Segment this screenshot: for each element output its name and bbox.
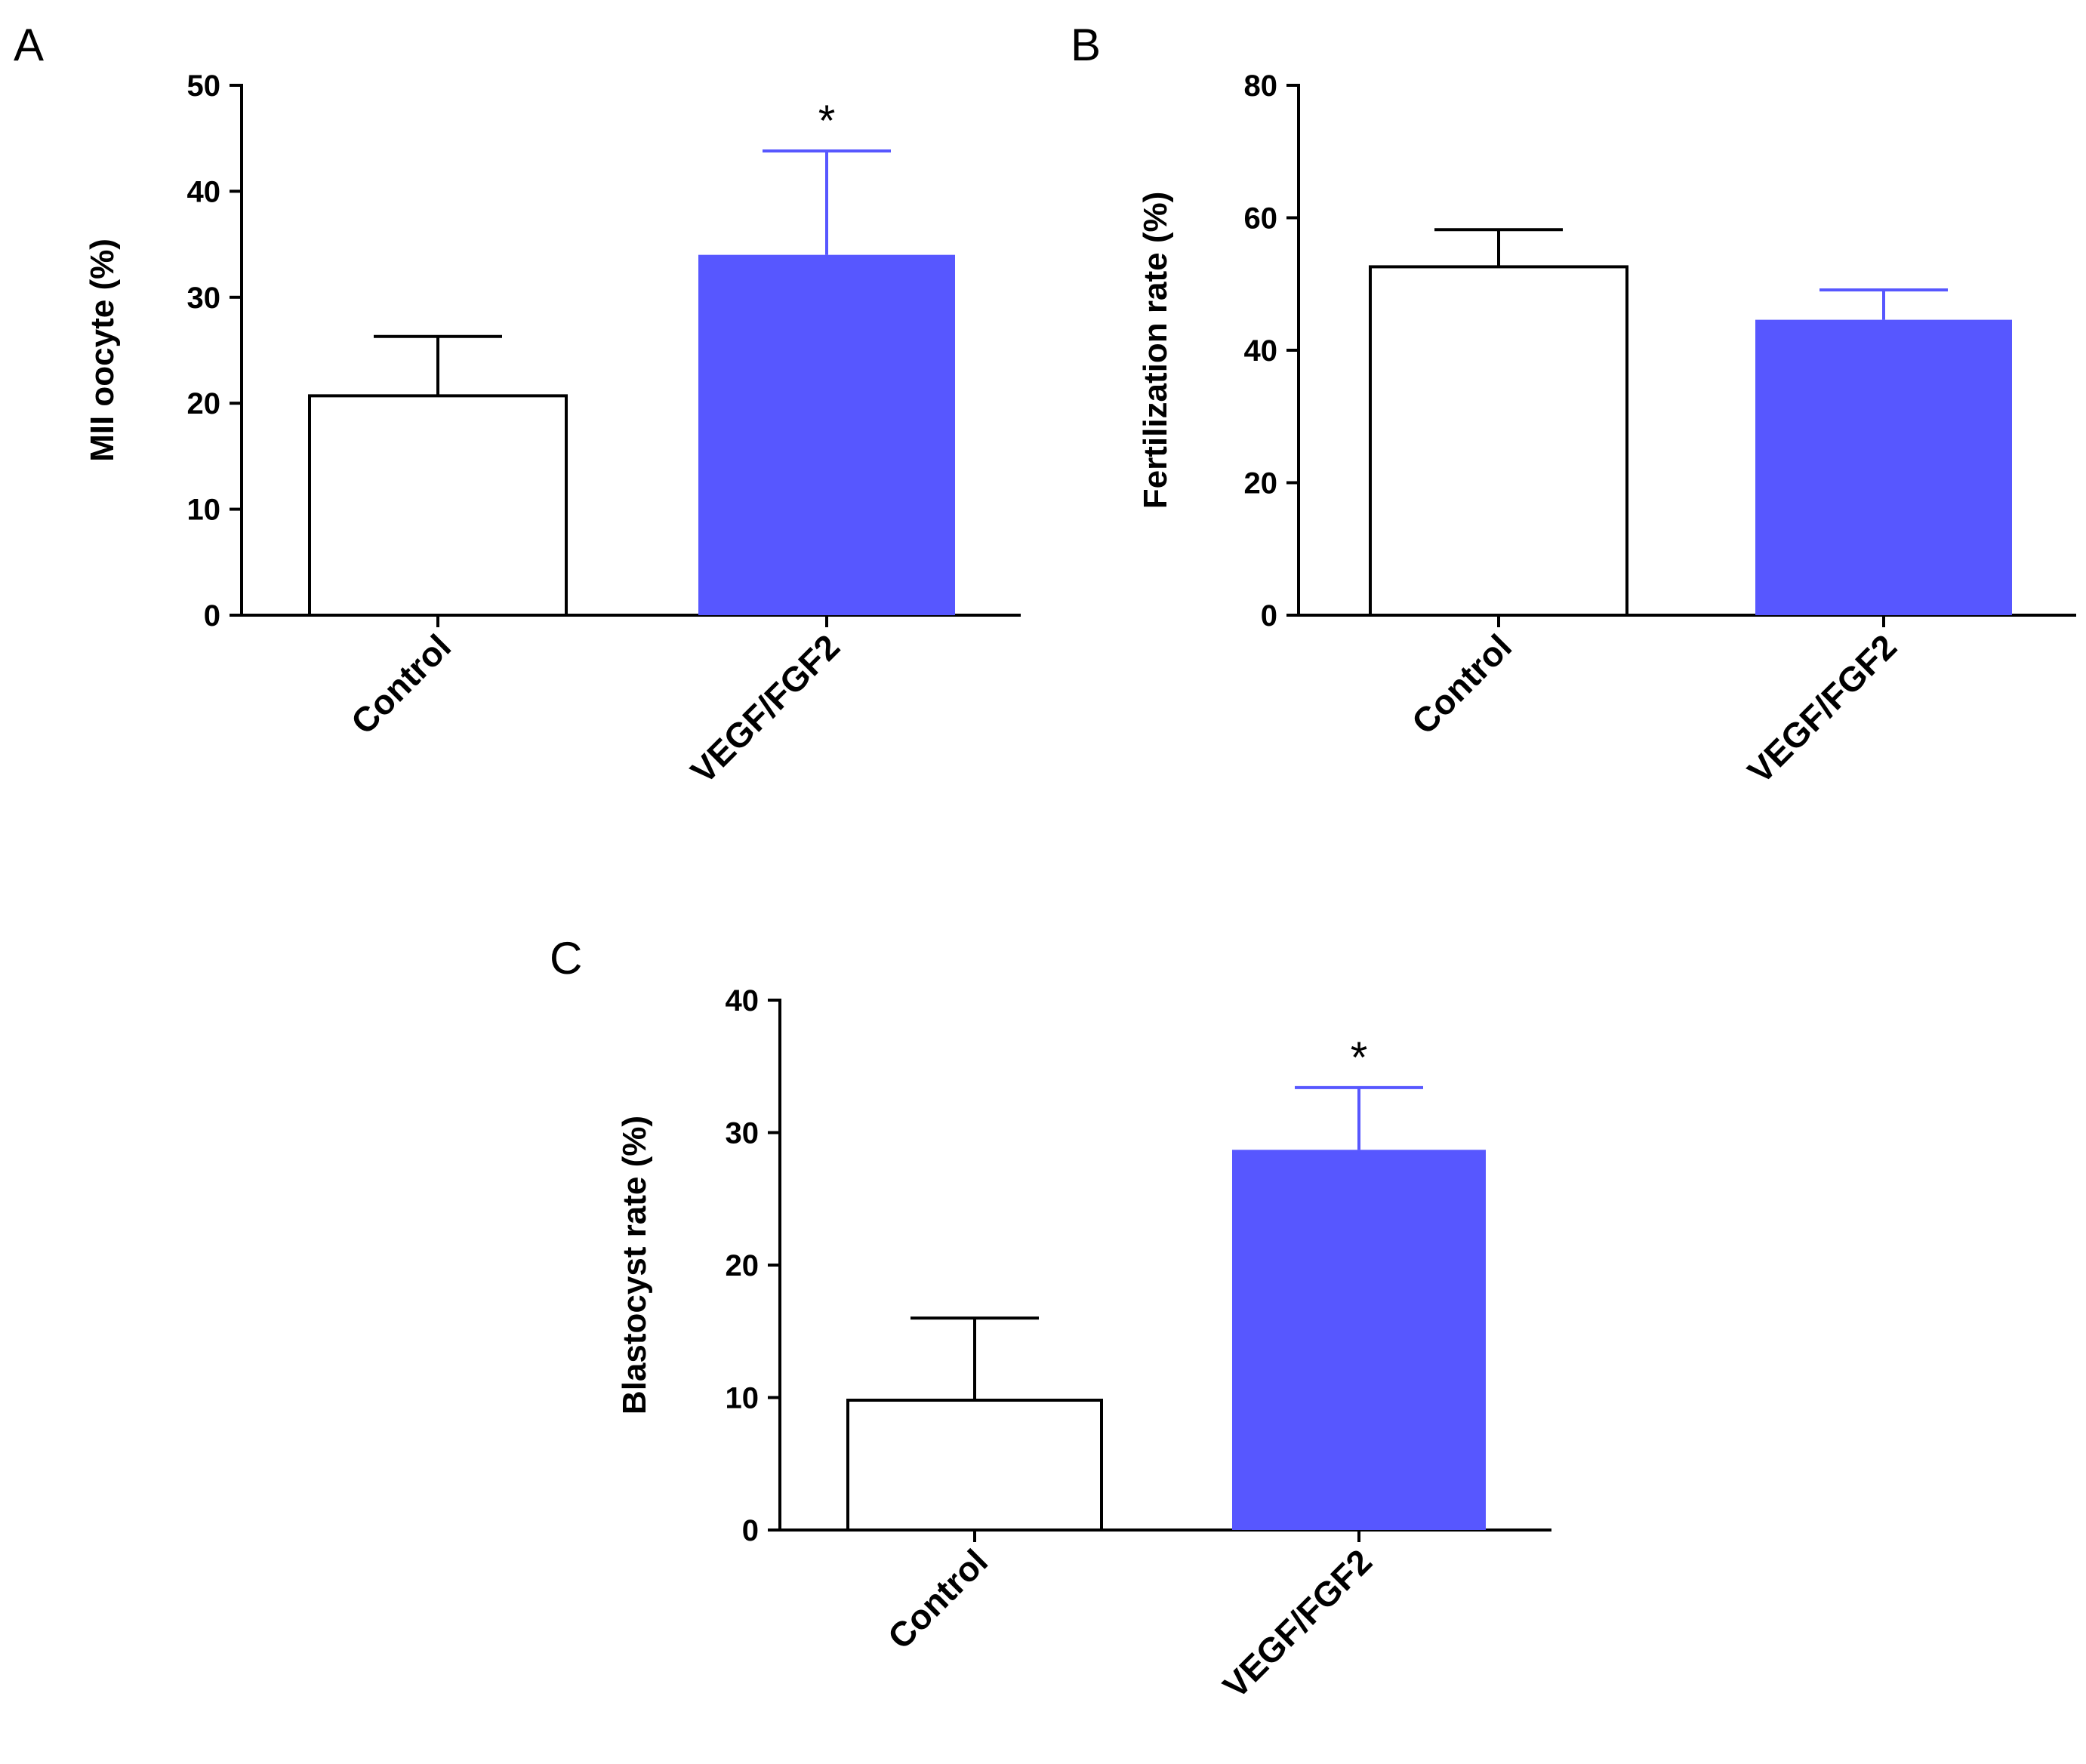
y-tick-label: 10: [726, 1382, 760, 1415]
y-tick-label: 0: [742, 1514, 759, 1547]
y-axis-title: Blastocyst rate (%): [616, 1116, 653, 1415]
y-axis-title: MII oocyte (%): [84, 239, 121, 462]
chart-panel-c: C Blastocyst rate (%) 0 10 20 30 40 Control VEGF…: [550, 933, 1551, 1706]
x-category-label: VEGF/FGF2: [1740, 626, 1905, 791]
significance-marker: *: [1351, 1033, 1368, 1082]
y-axis-title: Fertilization rate (%): [1137, 192, 1174, 509]
y-tick-label: 0: [204, 599, 220, 633]
x-category-label: Control: [1404, 626, 1519, 741]
y-tick-label: 60: [1244, 202, 1278, 236]
chart-panel-a: A MII oocyte (%) 0 10 20 30 40 50 Control VEGF/FG…: [14, 20, 1021, 791]
x-category-label: Control: [880, 1541, 995, 1656]
y-tick-label: 30: [187, 282, 221, 315]
bar-control: [846, 1399, 1103, 1532]
chart-panel-b: B Fertilization rate (%) 0 20 40 60 80 Control V…: [1071, 20, 2076, 791]
y-tick-label: 40: [1244, 334, 1278, 368]
bar-control: [308, 394, 568, 617]
y-tick-label: 10: [187, 494, 221, 527]
y-tick-label: 20: [1244, 467, 1278, 500]
panel-letter: A: [14, 20, 44, 70]
y-tick-label: 30: [726, 1117, 760, 1150]
bar-vegf-fgf2: [1232, 1150, 1486, 1530]
panel-letter: C: [550, 933, 582, 984]
y-tick-label: 80: [1244, 69, 1278, 103]
bar-control: [1369, 265, 1628, 617]
x-category-label: Control: [344, 626, 458, 741]
x-category-label: VEGF/FGF2: [1216, 1541, 1380, 1706]
y-tick-label: 20: [187, 387, 221, 420]
panel-letter: B: [1071, 20, 1101, 70]
y-tick-label: 20: [726, 1249, 760, 1282]
y-tick-label: 0: [1261, 599, 1277, 633]
y-tick-label: 40: [726, 984, 760, 1017]
x-category-label: VEGF/FGF2: [683, 626, 848, 791]
bar-vegf-fgf2: [1755, 319, 2012, 615]
bar-vegf-fgf2: [698, 254, 955, 615]
y-tick-label: 50: [187, 69, 221, 103]
significance-marker: *: [818, 97, 836, 146]
y-tick-label: 40: [187, 175, 221, 208]
